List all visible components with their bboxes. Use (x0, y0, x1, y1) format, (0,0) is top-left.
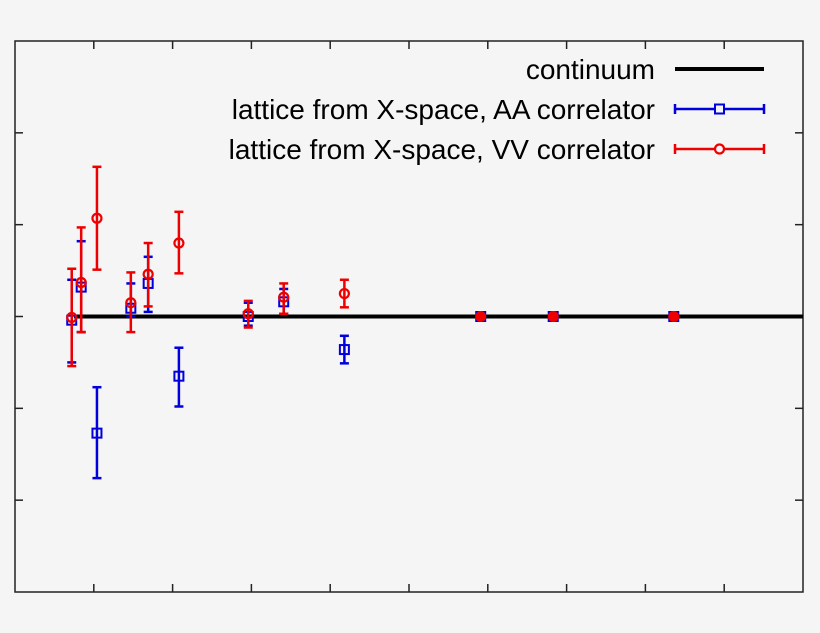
series-layer (66, 165, 803, 480)
circle-marker-icon (91, 212, 103, 224)
circle-marker-icon (125, 297, 137, 309)
series-vv (66, 165, 680, 368)
data-point (547, 311, 559, 322)
data-point (338, 278, 350, 309)
data-point (125, 271, 137, 334)
circle-marker-icon (242, 308, 254, 320)
legend-sample-1 (673, 103, 766, 115)
circle-marker-icon (75, 276, 87, 289)
data-point (668, 311, 680, 322)
circle-marker-icon (713, 143, 726, 155)
data-point (338, 334, 350, 365)
data-point (91, 165, 103, 271)
data-point (66, 267, 78, 368)
circle-marker-icon (668, 311, 680, 322)
square-marker-icon (714, 103, 725, 115)
circle-marker-icon (142, 268, 154, 280)
circle-marker-icon (475, 311, 487, 322)
legend-label-aa: lattice from X-space, AA correlator (232, 94, 655, 125)
data-point (242, 299, 254, 329)
circle-marker-icon (173, 237, 185, 249)
data-point (75, 226, 87, 334)
circle-marker-icon (547, 311, 559, 322)
circle-marker-icon (278, 291, 290, 303)
square-marker-icon (338, 344, 350, 356)
square-marker-icon (173, 370, 185, 382)
legend-samples (673, 67, 766, 155)
data-point (91, 385, 103, 480)
series-aa (66, 239, 680, 480)
legend-sample-2 (673, 143, 766, 155)
legend-label-vv: lattice from X-space, VV correlator (229, 134, 655, 165)
circle-marker-icon (66, 311, 78, 324)
data-point (278, 282, 290, 315)
circle-marker-icon (338, 287, 350, 300)
legend-label-continuum: continuum (526, 54, 655, 85)
data-point (142, 241, 154, 308)
square-marker-icon (91, 427, 103, 439)
data-point (173, 346, 185, 408)
legend: continuum lattice from X-space, AA corre… (229, 54, 766, 165)
data-point (173, 210, 185, 275)
data-point (475, 311, 487, 322)
